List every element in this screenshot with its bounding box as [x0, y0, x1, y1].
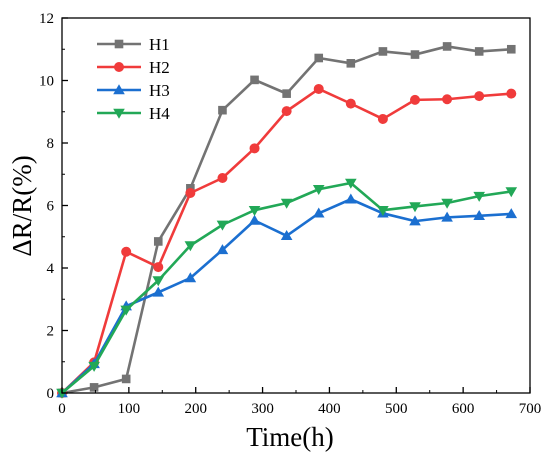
data-point-h2: [249, 143, 260, 154]
data-point-h1: [346, 59, 356, 68]
data-point-h1: [153, 237, 163, 246]
data-point-h3: [184, 272, 197, 283]
series-h4: [56, 178, 518, 399]
data-point-h1: [410, 50, 420, 59]
data-point-h2: [474, 91, 485, 102]
data-point-h4: [216, 220, 229, 231]
data-point-h1: [314, 53, 324, 63]
data-point-h1: [218, 105, 227, 115]
y-tick-label: 12: [39, 11, 54, 27]
x-tick-label: 100: [118, 401, 141, 417]
data-point-h3: [441, 211, 453, 222]
data-point-h4: [409, 202, 421, 213]
y-tick-label: 6: [47, 199, 55, 215]
data-point-h4: [345, 178, 357, 189]
series-line-h2: [61, 87, 512, 394]
legend-label: H1: [149, 35, 170, 54]
legend-label: H2: [149, 58, 170, 77]
legend-item-h1: H1: [97, 35, 170, 54]
data-point-h2: [185, 188, 196, 198]
data-point-h3: [248, 214, 261, 225]
legend-item-h2: H2: [97, 58, 170, 77]
data-point-h3: [505, 208, 518, 219]
data-point-h3: [280, 230, 293, 241]
data-point-h3: [312, 207, 325, 218]
y-tick-label: 8: [47, 136, 55, 152]
data-point-h1: [442, 42, 452, 51]
data-point-h2: [217, 173, 228, 183]
legend-item-h4: H4: [97, 104, 170, 123]
x-tick-label: 500: [385, 401, 408, 417]
series-h2: [57, 83, 517, 398]
axes: 0 100 200 300 400 500 600 700 0 2 4 6 8 10 12: [39, 11, 541, 417]
data-point-h1: [89, 383, 99, 392]
legend-marker: [114, 62, 124, 72]
x-tick-label: 700: [519, 401, 542, 417]
data-point-h2: [506, 88, 517, 99]
plot-area: [56, 42, 518, 399]
data-point-h4: [184, 241, 197, 252]
data-point-h2: [121, 246, 132, 257]
data-point-h3: [409, 215, 421, 226]
data-point-h1: [378, 47, 388, 56]
legend-label: H4: [149, 104, 170, 123]
data-point-h2: [410, 94, 421, 105]
y-tick-label: 0: [47, 386, 55, 402]
data-point-h4: [505, 187, 518, 198]
data-point-h3: [473, 210, 485, 221]
data-point-h1: [474, 47, 484, 56]
data-point-h4: [473, 191, 485, 202]
data-point-h1: [121, 374, 131, 384]
legend-marker: [113, 108, 125, 119]
data-point-h4: [280, 198, 293, 209]
data-point-h4: [88, 361, 100, 372]
data-point-h1: [250, 75, 259, 85]
data-point-h4: [56, 388, 68, 399]
data-point-h1: [282, 89, 291, 98]
data-point-h2: [281, 106, 292, 117]
x-axis-title: Time(h): [246, 422, 334, 452]
x-tick-label: 400: [318, 401, 341, 417]
plot-frame: [61, 17, 531, 394]
data-point-h4: [312, 185, 325, 196]
y-axis-title: ΔR/R(%): [7, 155, 37, 256]
data-point-h4: [152, 276, 165, 287]
data-point-h2: [345, 98, 356, 109]
data-point-h4: [120, 305, 132, 316]
data-point-h4: [441, 198, 453, 209]
y-tick-label: 10: [39, 74, 54, 90]
data-point-h4: [377, 205, 389, 216]
legend-marker: [113, 84, 125, 95]
legend: H1 H2 H3 H4: [97, 35, 170, 123]
data-point-h3: [152, 286, 165, 297]
x-tick-label: 300: [251, 401, 274, 417]
x-tick-label: 0: [58, 401, 66, 417]
data-point-h2: [313, 83, 324, 94]
x-tick-label: 200: [184, 401, 207, 417]
legend-label: H3: [149, 81, 170, 100]
x-tick-label: 600: [452, 401, 475, 417]
data-point-h4: [248, 205, 261, 216]
legend-marker: [114, 39, 124, 49]
data-point-h2: [377, 113, 388, 124]
data-point-h1: [506, 44, 516, 54]
data-point-h3: [216, 244, 229, 255]
data-point-h2: [153, 262, 164, 273]
y-tick-label: 2: [47, 324, 55, 340]
data-point-h2: [442, 94, 453, 105]
series-h3: [56, 193, 518, 398]
y-tick-label: 4: [47, 261, 55, 277]
data-point-h3: [345, 193, 357, 204]
legend-item-h3: H3: [97, 81, 170, 100]
